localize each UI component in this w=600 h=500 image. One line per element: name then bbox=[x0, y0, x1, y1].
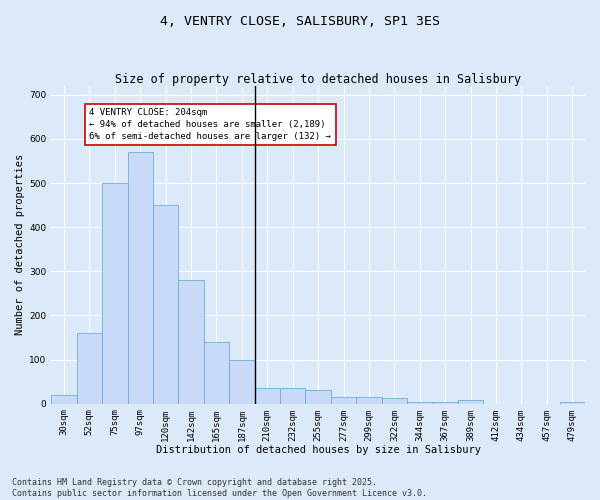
Bar bbox=[305, 390, 331, 404]
Bar bbox=[407, 402, 433, 404]
Bar bbox=[560, 402, 585, 404]
Bar bbox=[204, 342, 229, 404]
Bar bbox=[356, 397, 382, 404]
Bar bbox=[382, 398, 407, 404]
Bar bbox=[178, 280, 204, 404]
Bar bbox=[458, 400, 484, 404]
Bar bbox=[433, 402, 458, 404]
Bar bbox=[254, 388, 280, 404]
Bar bbox=[77, 333, 102, 404]
Bar bbox=[280, 388, 305, 404]
Bar bbox=[331, 397, 356, 404]
Y-axis label: Number of detached properties: Number of detached properties bbox=[15, 154, 25, 336]
Bar bbox=[51, 395, 77, 404]
Bar bbox=[128, 152, 153, 404]
Text: 4, VENTRY CLOSE, SALISBURY, SP1 3ES: 4, VENTRY CLOSE, SALISBURY, SP1 3ES bbox=[160, 15, 440, 28]
Text: Contains HM Land Registry data © Crown copyright and database right 2025.
Contai: Contains HM Land Registry data © Crown c… bbox=[12, 478, 427, 498]
Title: Size of property relative to detached houses in Salisbury: Size of property relative to detached ho… bbox=[115, 73, 521, 86]
Bar bbox=[153, 205, 178, 404]
Bar bbox=[229, 360, 254, 404]
Text: 4 VENTRY CLOSE: 204sqm
← 94% of detached houses are smaller (2,189)
6% of semi-d: 4 VENTRY CLOSE: 204sqm ← 94% of detached… bbox=[89, 108, 331, 140]
X-axis label: Distribution of detached houses by size in Salisbury: Distribution of detached houses by size … bbox=[155, 445, 481, 455]
Bar bbox=[102, 183, 128, 404]
